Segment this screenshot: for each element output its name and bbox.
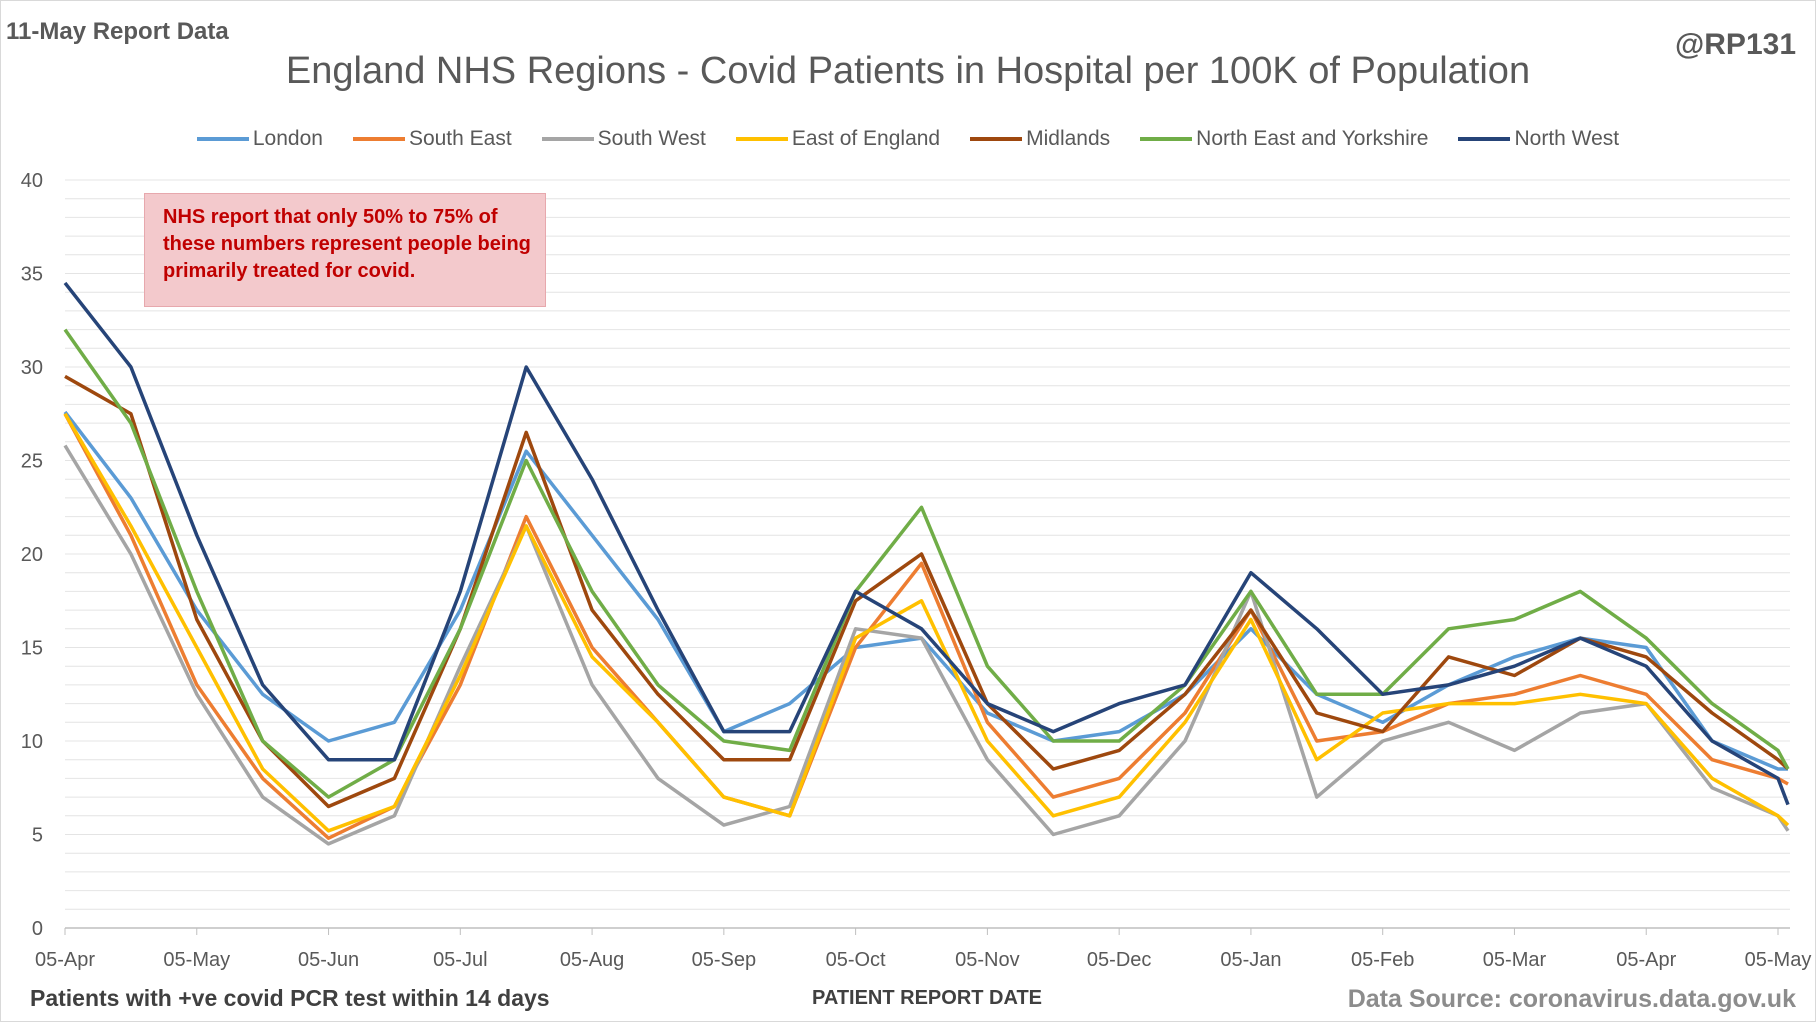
y-tick-label: 5 [32,825,43,847]
legend-swatch [196,137,249,141]
legend-label: Midlands [1026,127,1111,150]
legend-label: South West [597,127,706,150]
series-line-east-of-england [63,412,1790,833]
series-line-south-east [63,412,1789,840]
x-tick-label: 05-Feb [1351,949,1414,971]
legend-label: North East and Yorkshire [1196,127,1429,150]
y-tick-label: 25 [21,451,43,473]
series-line-midlands [64,374,1790,809]
chart-title: England NHS Regions - Covid Patients in … [285,50,1531,92]
y-tick-label: 15 [21,638,43,660]
x-axis-title: PATIENT REPORT DATE [812,987,1042,1009]
x-tick-label: 05-Dec [1087,949,1151,971]
legend-item: South West [541,124,706,154]
legend-label: London [252,127,323,150]
legend-item: East of England [735,124,941,154]
legend-label: North West [1514,127,1620,150]
y-tick-label: 0 [32,918,43,940]
legend-swatch [1140,137,1193,141]
legend-label: East of England [791,127,941,150]
series-line-london [63,410,1788,771]
footnote: Patients with +ve covid PCR test within … [30,985,550,1011]
y-tick-label: 10 [21,731,43,753]
legend-item: South East [352,124,512,154]
annotation-box: NHS report that only 50% to 75% of these… [144,193,546,307]
y-tick-label: 35 [21,264,43,286]
x-tick-label: 05-Oct [826,949,886,971]
legend-label: South East [408,127,512,150]
legend-swatch [352,137,405,141]
y-tick-label: 30 [21,357,43,379]
x-tick-label: 05-Nov [955,949,1019,971]
x-tick-label: 05-Jan [1220,949,1281,971]
author-handle: @RP131 [1675,28,1796,61]
x-tick-label: 05-Jul [433,949,487,971]
y-tick-label: 20 [21,544,43,566]
legend-swatch [1458,137,1511,141]
x-tick-label: 05-Aug [560,949,625,971]
data-source: Data Source: coronavirus.data.gov.uk [1347,985,1796,1013]
y-tick-label: 40 [21,170,43,192]
series-line-south-west [63,444,1790,846]
legend-swatch [541,137,594,141]
legend: London South East South West East of Englan… [0,124,1816,154]
legend-item: London [196,124,323,154]
x-tick-label: 05-May [163,949,230,971]
x-tick-label: 05-Jun [298,949,359,971]
legend-item: North West [1458,124,1619,154]
legend-item: Midlands [970,124,1110,154]
x-tick-label: 05-May [1745,949,1812,971]
x-tick-label: 05-Mar [1483,949,1547,971]
x-tick-label: 05-Apr [1616,949,1676,971]
x-tick-label: 05-Apr [35,949,95,971]
legend-swatch [735,137,788,141]
report-date-label: 11-May Report Data [6,18,229,45]
legend-item: North East and Yorkshire [1140,124,1428,154]
annotation-text: NHS report that only 50% to 75% of these… [163,206,531,282]
x-tick-label: 05-Sep [692,949,757,971]
legend-swatch [970,137,1023,141]
series-line-north-west [63,281,1790,806]
series-line-north-east-and-yorkshire [63,328,1790,799]
